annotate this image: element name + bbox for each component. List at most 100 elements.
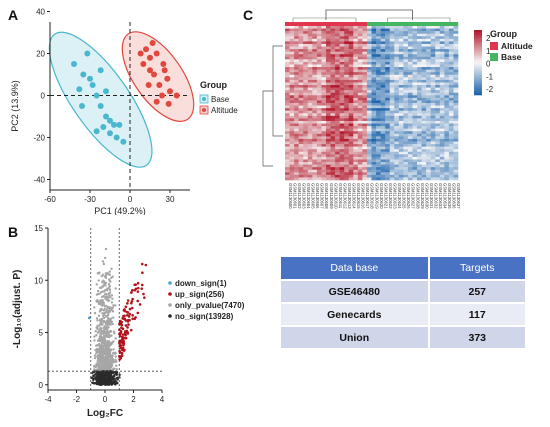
heatmap-cell	[417, 149, 422, 153]
heatmap-cell	[389, 74, 395, 78]
heatmap-cell	[389, 126, 395, 129]
heatmap-cell	[407, 172, 413, 176]
heatmap-cell	[403, 110, 409, 114]
heatmap-cell	[344, 126, 350, 129]
heatmap-cell	[435, 100, 441, 104]
only-pvalue-point	[93, 354, 97, 357]
no-sign-point	[103, 383, 107, 386]
heatmap-cell	[444, 136, 450, 140]
heatmap-cell	[444, 154, 450, 158]
heatmap-cell	[357, 167, 363, 171]
column-label: GSM1130602	[297, 183, 302, 209]
heatmap-cell	[439, 108, 445, 111]
heatmap-cell	[430, 67, 436, 70]
heatmap-cell	[348, 74, 354, 78]
heatmap-cell	[412, 164, 418, 168]
color-scale-label: -2	[486, 85, 494, 94]
heatmap-cell	[435, 77, 441, 81]
heatmap-cell	[430, 118, 436, 122]
heatmap-cell	[366, 72, 372, 76]
heatmap-cell	[448, 149, 454, 153]
heatmap-cell	[353, 110, 359, 114]
only-pvalue-point	[115, 364, 118, 367]
heatmap-cell	[380, 131, 386, 135]
heatmap-cell	[348, 31, 354, 34]
heatmap-cell	[376, 54, 381, 58]
heatmap-cell	[380, 97, 386, 101]
heatmap-cell	[294, 115, 299, 119]
heatmap-cell	[312, 56, 318, 60]
heatmap-cell	[285, 54, 290, 58]
color-scale-segment	[474, 79, 482, 83]
heatmap-cell	[330, 120, 336, 124]
altitude-point	[147, 54, 153, 61]
heatmap-cell	[398, 167, 404, 171]
column-label: GSM1130600	[288, 183, 293, 209]
heatmap-cell	[412, 108, 418, 111]
heatmap-cell	[435, 56, 441, 60]
heatmap-cell	[430, 159, 436, 163]
panel-letter-b: B	[8, 224, 19, 240]
heatmap-cell	[430, 28, 436, 32]
heatmap-cell	[348, 141, 354, 145]
heatmap-cell	[385, 33, 391, 37]
heatmap-cell	[435, 82, 441, 86]
heatmap-cell	[357, 41, 363, 45]
heatmap-cell	[380, 87, 386, 91]
heatmap-cell	[357, 128, 363, 132]
heatmap-cell	[412, 41, 418, 45]
heatmap-cell	[439, 154, 445, 158]
heatmap-cell	[394, 31, 400, 34]
heatmap-cell	[403, 151, 409, 155]
heatmap-cell	[412, 156, 418, 160]
heatmap-cell	[330, 67, 336, 70]
column-label: GSM1130605	[311, 183, 316, 209]
heatmap-cell	[439, 79, 445, 83]
heatmap-cell	[362, 28, 368, 32]
heatmap-cell	[412, 26, 418, 29]
heatmap-cell	[357, 67, 363, 70]
heatmap-cell	[321, 172, 327, 176]
heatmap-cell	[316, 92, 322, 96]
heatmap-cell	[380, 54, 386, 58]
column-label: GSM1130632	[433, 183, 438, 209]
heatmap-cell	[335, 149, 340, 153]
heatmap-cell	[403, 38, 409, 42]
heatmap-cell	[294, 120, 299, 124]
heatmap-cell	[417, 156, 422, 160]
table-cell: 117	[428, 302, 525, 326]
column-label: GSM1130611	[338, 183, 343, 209]
heatmap-cell	[294, 133, 299, 137]
heatmap-cell	[366, 108, 372, 111]
heatmap-cell	[444, 38, 450, 42]
heatmap-cell	[448, 177, 454, 181]
heatmap-cell	[285, 33, 290, 37]
heatmap-cell	[325, 123, 331, 127]
heatmap-cell	[394, 128, 400, 132]
heatmap-cell	[348, 167, 354, 171]
only-pvalue-point	[95, 352, 98, 355]
heatmap-cell	[312, 141, 318, 145]
only-pvalue-point	[109, 341, 112, 345]
column-label: GSM1130631	[429, 183, 434, 209]
heatmap-cell	[285, 87, 290, 91]
heatmap-cell	[362, 118, 368, 122]
heatmap-cell	[298, 172, 304, 176]
heatmap-cell	[353, 118, 359, 122]
only-pvalue-point	[98, 271, 101, 274]
heatmap-cell	[371, 90, 377, 94]
heatmap-cell	[294, 164, 299, 168]
heatmap-cell	[344, 97, 350, 101]
heatmap-cell	[289, 126, 295, 129]
color-scale-label: 0	[486, 60, 491, 69]
heatmap-cell	[421, 115, 427, 119]
heatmap-cell	[285, 92, 290, 96]
heatmap-cell	[366, 85, 372, 88]
no-sign-point	[107, 375, 110, 379]
up-sign-point	[118, 349, 121, 353]
heatmap-cell	[453, 169, 459, 173]
color-scale-segment	[474, 84, 482, 87]
heatmap-cell	[376, 126, 381, 129]
heatmap-cell	[389, 141, 395, 145]
group-bar-cell	[385, 22, 390, 26]
